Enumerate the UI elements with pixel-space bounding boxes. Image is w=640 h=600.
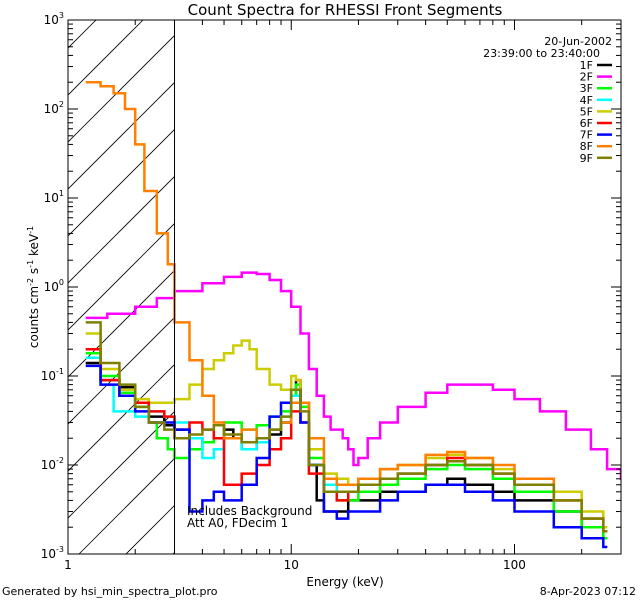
y-tick-label: 102 bbox=[44, 100, 64, 116]
y-tick-label: 10-1 bbox=[41, 367, 64, 383]
footer-generated-by: Generated by hsi_min_spectra_plot.pro bbox=[2, 585, 218, 598]
series-line-9F bbox=[85, 321, 608, 533]
axes-group: 1 10 100 10-3 10-2 10-1 100 101 102 103 bbox=[41, 11, 622, 572]
hatch-line bbox=[68, 410, 175, 519]
y-tick-label: 103 bbox=[44, 11, 64, 27]
hatch-line bbox=[68, 20, 97, 49]
hatch-line bbox=[68, 363, 175, 472]
y-axis-label: counts cm-2 s-1 keV-1 bbox=[26, 226, 41, 348]
x-tick-label: 10 bbox=[284, 558, 299, 572]
x-tick-label: 1 bbox=[64, 558, 72, 572]
legend-time-range: 23:39:00 to 23:40:00 bbox=[483, 47, 600, 60]
x-axis-label: Energy (keV) bbox=[306, 575, 383, 589]
series-line-7F bbox=[85, 364, 608, 549]
legend-label-5F: 5F bbox=[580, 105, 593, 118]
legend-date: 20-Jun-2002 bbox=[544, 35, 612, 48]
legend-label-8F: 8F bbox=[580, 140, 593, 153]
legend-label-7F: 7F bbox=[580, 129, 593, 142]
hatch-line bbox=[68, 175, 175, 284]
y-tick-label: 101 bbox=[44, 189, 64, 205]
legend-label-9F: 9F bbox=[580, 152, 593, 165]
hatch-line bbox=[220, 0, 640, 554]
hatch-line bbox=[68, 34, 175, 143]
hatch-line bbox=[125, 504, 175, 554]
chart-title: Count Spectra for RHESSI Front Segments bbox=[188, 1, 503, 19]
series-line-2F bbox=[85, 271, 621, 481]
series-group bbox=[85, 80, 621, 549]
series-line-6F bbox=[85, 347, 608, 533]
y-tick-label: 10-2 bbox=[41, 456, 64, 472]
x-tick-label: 100 bbox=[503, 558, 526, 572]
y-tick-label: 10-3 bbox=[41, 545, 64, 561]
legend-label-6F: 6F bbox=[580, 117, 593, 130]
annotation-attenuator: Att A0, FDecim 1 bbox=[187, 516, 288, 530]
series-line-8F bbox=[85, 80, 608, 533]
footer-timestamp: 8-Apr-2023 07:12 bbox=[540, 585, 636, 598]
legend-label-4F: 4F bbox=[580, 94, 593, 107]
plot-frame bbox=[67, 19, 622, 555]
legend-label-2F: 2F bbox=[580, 71, 593, 84]
legend-label-1F: 1F bbox=[580, 59, 593, 72]
legend-label-3F: 3F bbox=[580, 82, 593, 95]
hatch-line bbox=[68, 222, 175, 331]
y-tick-label: 100 bbox=[44, 278, 64, 294]
hatch-line bbox=[172, 551, 175, 554]
hatch-line bbox=[78, 457, 175, 554]
legend: 20-Jun-2002 23:39:00 to 23:40:00 1F2F3F4… bbox=[483, 35, 612, 165]
hatch-line bbox=[68, 20, 144, 96]
hatched-region bbox=[68, 0, 640, 554]
series-line-4F bbox=[85, 356, 608, 533]
annotation-background: Includes Background bbox=[187, 504, 312, 518]
